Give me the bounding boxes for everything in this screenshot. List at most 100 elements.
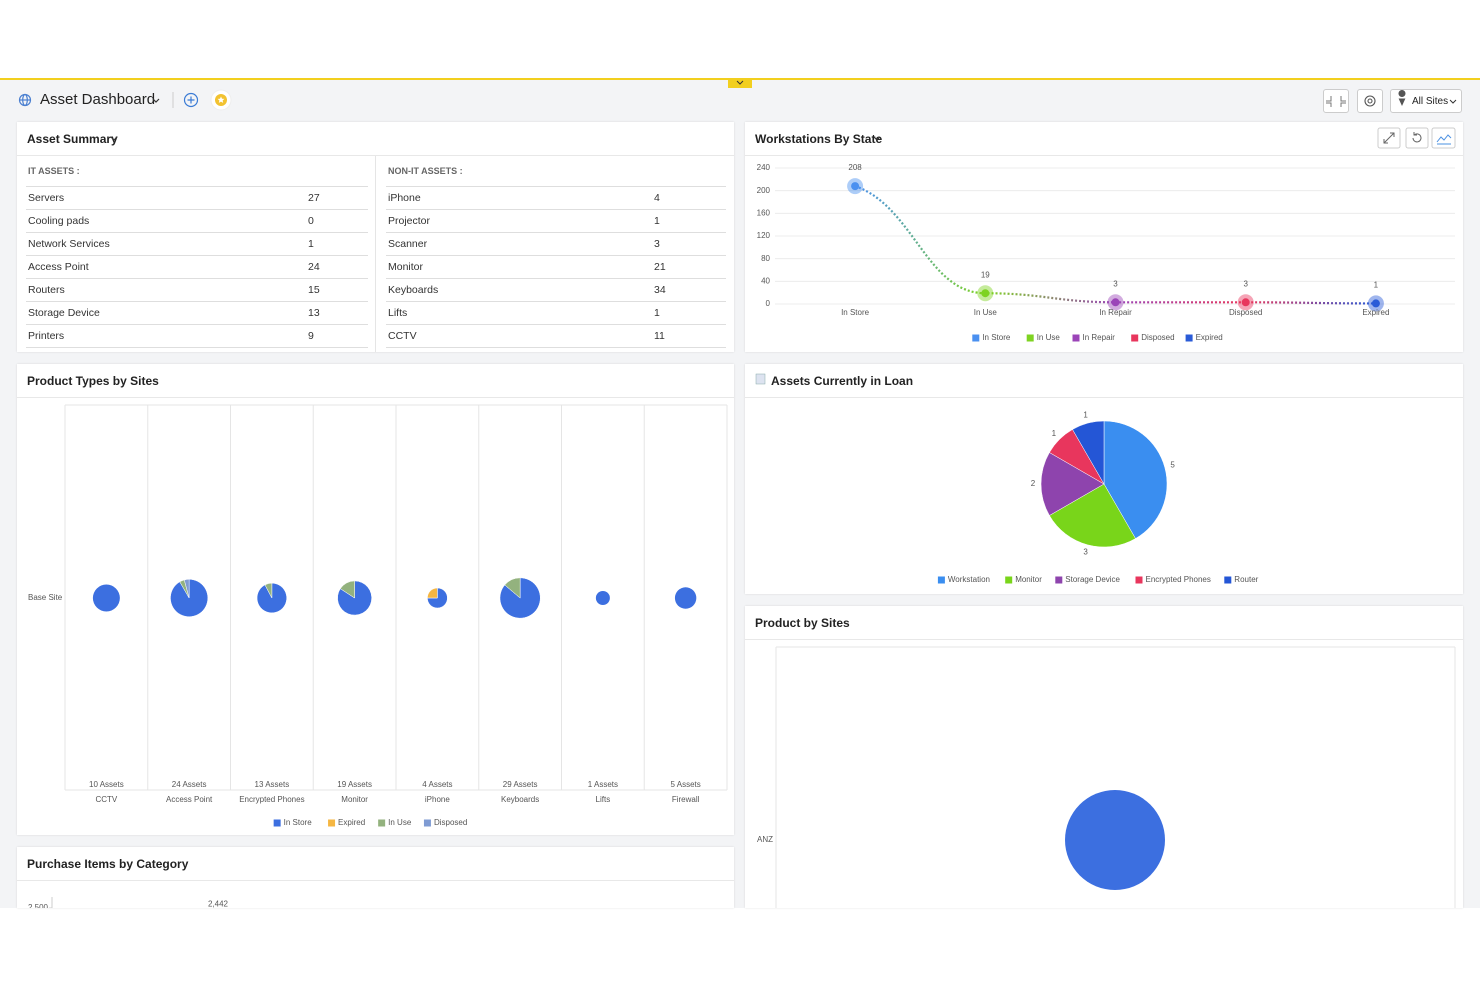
row-label: Base Site: [28, 593, 63, 602]
settings-button[interactable]: [1357, 89, 1383, 113]
row-value: 1: [654, 307, 660, 319]
row-line: [26, 186, 368, 187]
panel-title: Assets Currently in Loan: [771, 374, 914, 388]
point: [1111, 298, 1120, 307]
add-button[interactable]: [183, 92, 199, 108]
site-filter-label: All Sites: [1412, 96, 1449, 107]
legend-label: In Use: [1037, 333, 1061, 342]
row-line: [386, 301, 726, 302]
row-value: 0: [308, 215, 314, 227]
row-line: [386, 347, 726, 348]
x-tick-label: In Repair: [1099, 308, 1132, 317]
column-divider: [375, 156, 376, 352]
row-line: [386, 324, 726, 325]
row-line: [26, 232, 368, 233]
legend-label: In Store: [284, 818, 313, 827]
legend-label: Disposed: [1141, 333, 1174, 342]
legend-swatch: [1005, 576, 1013, 584]
legend-label: Disposed: [434, 818, 467, 827]
x-tick-label: Keyboards: [501, 795, 539, 804]
legend-label: In Use: [388, 818, 412, 827]
data-label: 3: [1083, 548, 1088, 557]
data-label: 3: [1113, 279, 1118, 288]
row-line: [26, 255, 368, 256]
workstations-panel: Workstations By State: [745, 122, 1463, 352]
title-chevron[interactable]: [152, 98, 160, 103]
row-value: 11: [654, 330, 665, 342]
panel-divider: [17, 155, 734, 156]
pie-slice: [499, 577, 541, 619]
row-value: 9: [308, 330, 314, 342]
pie-slice: [92, 584, 120, 612]
refresh-icon: [1412, 132, 1422, 143]
gear-icon: [1364, 95, 1376, 107]
row-label: Servers: [28, 192, 65, 204]
row-line: [386, 255, 726, 256]
legend-label: Storage Device: [1065, 575, 1120, 584]
y-tick-label: 120: [757, 231, 771, 240]
favorite-button[interactable]: [210, 89, 232, 111]
row-line: [386, 232, 726, 233]
legend-label: Expired: [338, 818, 365, 827]
dashboard-title[interactable]: Asset Dashboard: [40, 91, 156, 108]
legend-swatch: [328, 819, 336, 827]
legend-swatch: [1131, 334, 1139, 342]
panel-title[interactable]: Workstations By State: [755, 132, 883, 146]
panel-chevron[interactable]: [873, 136, 881, 141]
column-heading: IT ASSETS :: [28, 166, 80, 176]
data-label: 19: [981, 270, 990, 279]
row-label: CCTV: [388, 330, 417, 342]
legend-label: Router: [1234, 575, 1258, 584]
purchase-panel: Purchase Items by Category: [17, 847, 734, 908]
legend-label: Encrypted Phones: [1146, 575, 1211, 584]
pie-slice: [1103, 420, 1168, 539]
chart-icon: [1436, 134, 1452, 145]
row-value: 21: [654, 261, 666, 273]
x-tick-label: In Use: [974, 308, 998, 317]
line: [854, 185, 1376, 305]
row-label: Access Point: [28, 261, 89, 273]
data-label: 1: [1374, 281, 1379, 290]
pie-slice: [1049, 483, 1136, 548]
x-tick-label: Lifts: [596, 795, 611, 804]
point: [981, 289, 990, 298]
legend-swatch: [1026, 334, 1034, 342]
refresh-button[interactable]: [1405, 127, 1429, 149]
x-tick-label: Firewall: [672, 795, 700, 804]
row-line: [26, 324, 368, 325]
column-total: 5 Assets: [671, 780, 701, 789]
panel-chevron[interactable]: [110, 136, 118, 141]
row-value: 1: [654, 215, 660, 227]
pin-icon: [1398, 90, 1406, 106]
legend-swatch: [1185, 334, 1193, 342]
row-label: Printers: [28, 330, 65, 342]
data-label: 2,442: [208, 899, 229, 908]
row-value: 34: [654, 284, 666, 296]
panel-divider: [745, 397, 1463, 398]
pie-slice: [504, 577, 521, 599]
column-total: 1 Assets: [588, 780, 618, 789]
globe-icon: [18, 93, 32, 107]
y-tick-label: 2,500: [28, 903, 49, 908]
legend-label: Expired: [1196, 333, 1223, 342]
y-tick-label: 160: [757, 208, 771, 217]
panel-divider: [17, 397, 734, 398]
legend-swatch: [937, 576, 945, 584]
point: [1371, 299, 1380, 308]
pie-slice: [1065, 790, 1165, 890]
panel-title[interactable]: Asset Summary: [27, 132, 118, 146]
row-label: ANZ: [757, 835, 773, 844]
data-label: 5: [1170, 461, 1175, 470]
column-total: 29 Assets: [503, 780, 538, 789]
column-total: 24 Assets: [172, 780, 207, 789]
point: [851, 182, 860, 191]
chart-type-button[interactable]: [1431, 127, 1456, 149]
row-line: [26, 278, 368, 279]
legend-label: Monitor: [1015, 575, 1042, 584]
pie-slice: [264, 582, 273, 599]
pie-slice: [427, 587, 438, 599]
row-value: 13: [308, 307, 320, 319]
row-label: Network Services: [28, 238, 110, 250]
pie-slice: [183, 579, 190, 599]
